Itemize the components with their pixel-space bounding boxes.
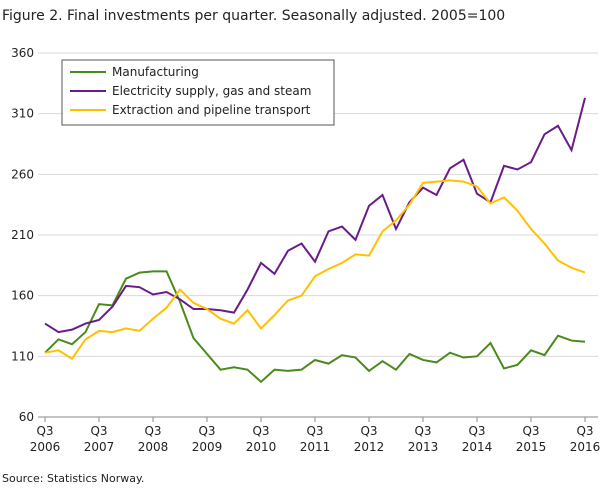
series-line: [44, 97, 586, 334]
x-tick-label: Q3 2008: [138, 424, 169, 454]
source-note: Source: Statistics Norway.: [2, 472, 144, 485]
legend-box: [61, 59, 335, 126]
y-tick-label: 210: [11, 228, 34, 242]
x-tick-label: Q3 2014: [462, 424, 493, 454]
x-tick-label: Q3 2006: [30, 424, 61, 454]
y-tick-label: 360: [11, 46, 34, 60]
x-tick-label: Q3 2016: [570, 424, 601, 454]
y-tick-label: 260: [11, 167, 34, 181]
x-tick-label: Q3 2013: [408, 424, 439, 454]
x-tick-label: Q3 2012: [354, 424, 385, 454]
y-tick-label: 110: [11, 349, 34, 363]
x-tick-label: Q3 2015: [516, 424, 547, 454]
y-tick-label: 160: [11, 289, 34, 303]
series-line: [44, 270, 586, 384]
legend-label: Extraction and pipeline transport: [112, 103, 311, 117]
x-tick-label: Q3 2011: [300, 424, 331, 454]
x-tick-label: Q3 2009: [192, 424, 223, 454]
chart-title: Figure 2. Final investments per quarter.…: [2, 8, 505, 24]
x-tick-label: Q3 2007: [84, 424, 115, 454]
legend-label: Manufacturing: [112, 65, 199, 79]
series-line: [44, 179, 586, 361]
legend-label: Electricity supply, gas and steam: [112, 84, 311, 98]
x-tick-label: Q3 2010: [246, 424, 277, 454]
y-tick-label: 60: [19, 410, 34, 424]
y-tick-label: 310: [11, 107, 34, 121]
